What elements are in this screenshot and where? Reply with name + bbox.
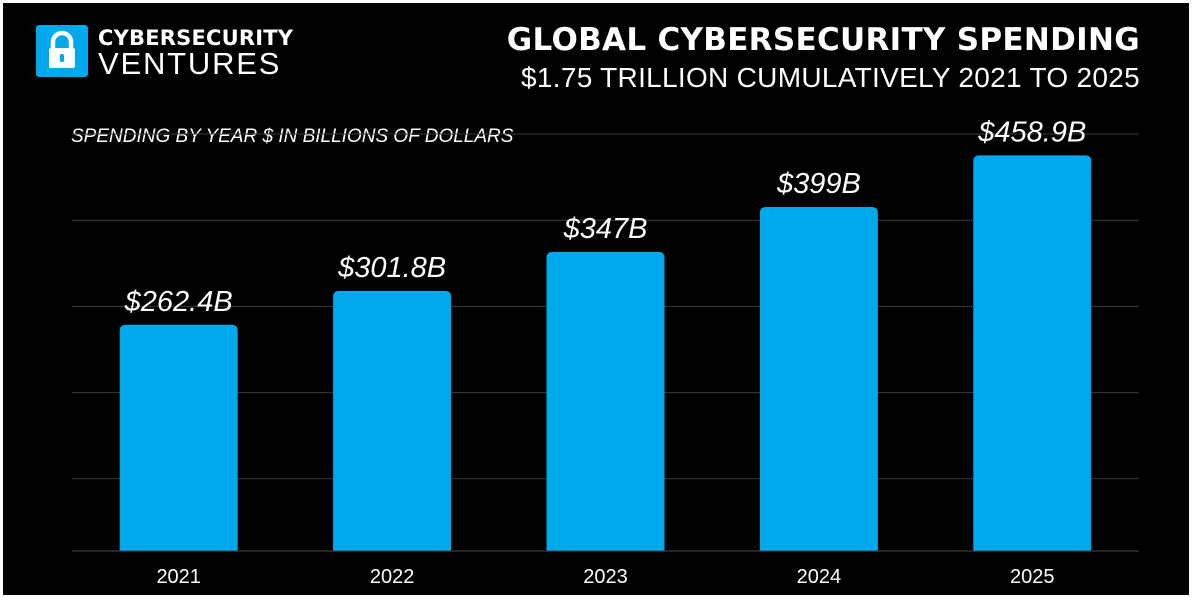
data-label-2023: $347B (563, 213, 648, 245)
data-label-2021: $262.4B (124, 286, 233, 318)
chart-subtitle: $1.75 TRILLION CUMULATIVELY 2021 TO 2025 (521, 62, 1140, 93)
data-label-2022: $301.8B (337, 252, 446, 284)
bar-2023 (546, 251, 665, 552)
brand-name-line1: CYBERSECURITY (98, 26, 294, 50)
y-axis-label: SPENDING BY YEAR $ IN BILLIONS OF DOLLAR… (71, 126, 514, 147)
x-tick-label-2021: 2021 (156, 566, 201, 588)
data-label-2025: $458.9B (977, 116, 1086, 148)
bar-2025 (973, 155, 1092, 551)
bar-2022 (333, 290, 452, 551)
chart-title: GLOBAL CYBERSECURITY SPENDING (506, 22, 1140, 58)
brand-logo: CYBERSECURITY VENTURES (36, 22, 296, 84)
x-tick-label-2025: 2025 (1010, 566, 1055, 588)
bar-2021 (119, 324, 238, 551)
data-label-2024: $399B (776, 168, 861, 200)
x-tick-label-2022: 2022 (370, 566, 415, 588)
bar-2024 (759, 207, 878, 551)
x-tick-label-2024: 2024 (797, 566, 842, 588)
brand-name-line2: VENTURES (98, 46, 282, 81)
x-tick-label-2023: 2023 (583, 566, 628, 588)
padlock-icon (36, 25, 88, 77)
